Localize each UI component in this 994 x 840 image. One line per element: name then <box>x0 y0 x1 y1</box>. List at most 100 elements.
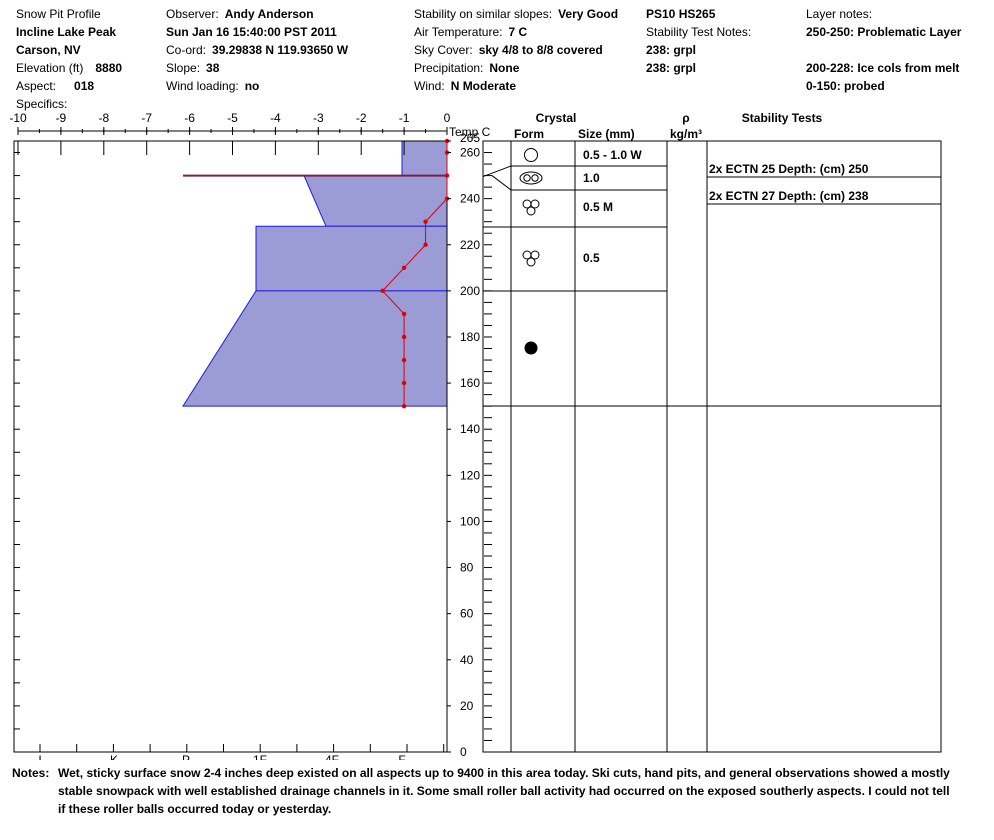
temp-tick-label: 0 <box>444 111 451 125</box>
depth-tick-label: 160 <box>460 376 480 390</box>
stability-test-label: 2x ECTN 25 Depth: (cm) 250 <box>709 162 869 176</box>
temperature-point <box>401 403 407 409</box>
temperature-point <box>380 288 385 294</box>
header-col1-row-0: Snow Pit Profile <box>16 7 101 21</box>
temp-tick-label: -7 <box>141 111 152 125</box>
density-header: ρ <box>682 111 689 125</box>
crystal-size-label: 0.5 <box>583 251 600 265</box>
header-col4-row-1: Stability Test Notes: <box>646 25 751 39</box>
header-col5-row-0: Layer notes: <box>806 7 872 21</box>
header-col3-row-4: Wind: N Moderate <box>414 79 516 93</box>
header-col2-row-4: Wind loading: no <box>166 79 259 93</box>
temp-tick-label: -5 <box>227 111 238 125</box>
header-value: N Moderate <box>450 79 517 93</box>
header-col5-row-4: 0-150: probed <box>806 79 885 93</box>
header-value: 238: grpl <box>646 61 697 75</box>
header-value: 018 <box>74 79 95 93</box>
temp-tick-label: -2 <box>356 111 367 125</box>
crystal-size-label: 0.5 - 1.0 W <box>583 148 642 162</box>
header-label: Specifics: <box>16 97 68 111</box>
header-value: 250-250: Problematic Layer <box>806 25 962 39</box>
header-col1-row-2: Carson, NV <box>16 43 81 57</box>
header-value: 7 C <box>508 25 528 39</box>
hardness-layer-3 <box>182 290 448 407</box>
header-label: Air Temperature: <box>414 25 503 39</box>
form-header: Form <box>514 127 544 141</box>
melt-cluster-icon <box>526 257 536 267</box>
crystal-size-label: 1.0 <box>583 171 600 185</box>
temperature-point <box>423 242 428 247</box>
profile-frame <box>13 140 448 753</box>
temperature-point <box>401 357 407 363</box>
header-value: 39.29838 N 119.93650 W <box>212 43 349 57</box>
header-label: Sky Cover: <box>414 43 473 57</box>
header-label: Snow Pit Profile <box>16 7 101 21</box>
header-value: None <box>489 61 520 75</box>
depth-tick-label: 140 <box>460 422 480 436</box>
temp-tick-label: -4 <box>270 111 281 125</box>
header-value: Andy Anderson <box>224 7 314 21</box>
depth-tick-label: 20 <box>460 699 474 713</box>
header-col4-row-2: 238: grpl <box>646 43 696 57</box>
header-label: Wind: <box>414 79 445 93</box>
header-col4-row-3: 238: grpl <box>646 61 696 75</box>
melt-form-icon <box>531 174 539 182</box>
temp-tick-label: -6 <box>184 111 195 125</box>
header-col1-row-3: Elevation (ft) 8880 <box>16 61 122 75</box>
header-value: no <box>244 79 260 93</box>
header-label: Wind loading: <box>166 79 239 93</box>
depth-tick-label: 60 <box>460 607 474 621</box>
header-col1-row-4: Aspect: 018 <box>16 79 94 93</box>
temperature-point <box>423 219 428 224</box>
round-grain-icon <box>524 148 538 162</box>
stability-header: Stability Tests <box>742 111 823 125</box>
header-label: Stability Test Notes: <box>646 25 752 39</box>
temp-tick-label: -3 <box>313 111 324 125</box>
temp-tick-label: -1 <box>399 111 410 125</box>
header-col2-row-2: Co-ord: 39.29838 N 119.93650 W <box>166 43 348 57</box>
header-value: PS10 HS265 <box>646 7 716 21</box>
header-value: 38 <box>206 61 220 75</box>
depth-tick-label: 240 <box>460 192 480 206</box>
header-value: Carson, NV <box>16 43 81 57</box>
header-label: Stability on similar slopes: <box>414 7 553 21</box>
depth-tick-label: 260 <box>460 146 480 160</box>
depth-tick-label: 180 <box>460 330 480 344</box>
hardness-layer-2 <box>255 225 448 292</box>
header-col1-row-5: Specifics: <box>16 97 67 111</box>
melt-cluster-icon <box>530 199 540 209</box>
header-value: 8880 <box>95 61 123 75</box>
notes-text: Wet, sticky surface snow 2-4 inches deep… <box>58 766 950 816</box>
header-col4-row-0: PS10 HS265 <box>646 7 715 21</box>
hardness-label: F <box>398 753 405 760</box>
depth-tick-label: 100 <box>460 514 480 528</box>
hardness-layer-0 <box>401 140 448 177</box>
header-col3-row-2: Sky Cover: sky 4/8 to 8/8 covered <box>414 43 603 57</box>
temperature-point <box>401 334 407 340</box>
notes-label: Notes: <box>12 766 50 780</box>
hardness-label: 4F <box>325 753 339 760</box>
header-col2-row-3: Slope: 38 <box>166 61 219 75</box>
connector-line <box>491 175 512 191</box>
header-col5-row-3: 200-228: Ice cols from melt <box>806 61 959 75</box>
header-col2-row-0: Observer: Andy Anderson <box>166 7 314 21</box>
crystal-table-frame <box>482 140 942 753</box>
header-col3-row-3: Precipitation: None <box>414 61 519 75</box>
hardness-layer-1 <box>303 175 448 227</box>
hardness-label: K <box>110 753 118 760</box>
temperature-point <box>401 265 407 271</box>
header-label: Elevation (ft) <box>16 61 84 75</box>
crystal-header: Crystal <box>536 111 577 125</box>
header-value: Very Good <box>558 7 619 21</box>
size-header: Size (mm) <box>578 127 635 141</box>
depth-tick-label: 40 <box>460 653 474 667</box>
header-label: Precipitation: <box>414 61 484 75</box>
header-value: 238: grpl <box>646 43 697 57</box>
header-label: Aspect: <box>16 79 57 93</box>
density-unit: kg/m³ <box>670 127 702 141</box>
temperature-point <box>444 173 450 178</box>
hardness-label: P <box>182 753 190 760</box>
header-value: Incline Lake Peak <box>16 25 117 39</box>
depth-tick-label: 0 <box>460 745 467 759</box>
